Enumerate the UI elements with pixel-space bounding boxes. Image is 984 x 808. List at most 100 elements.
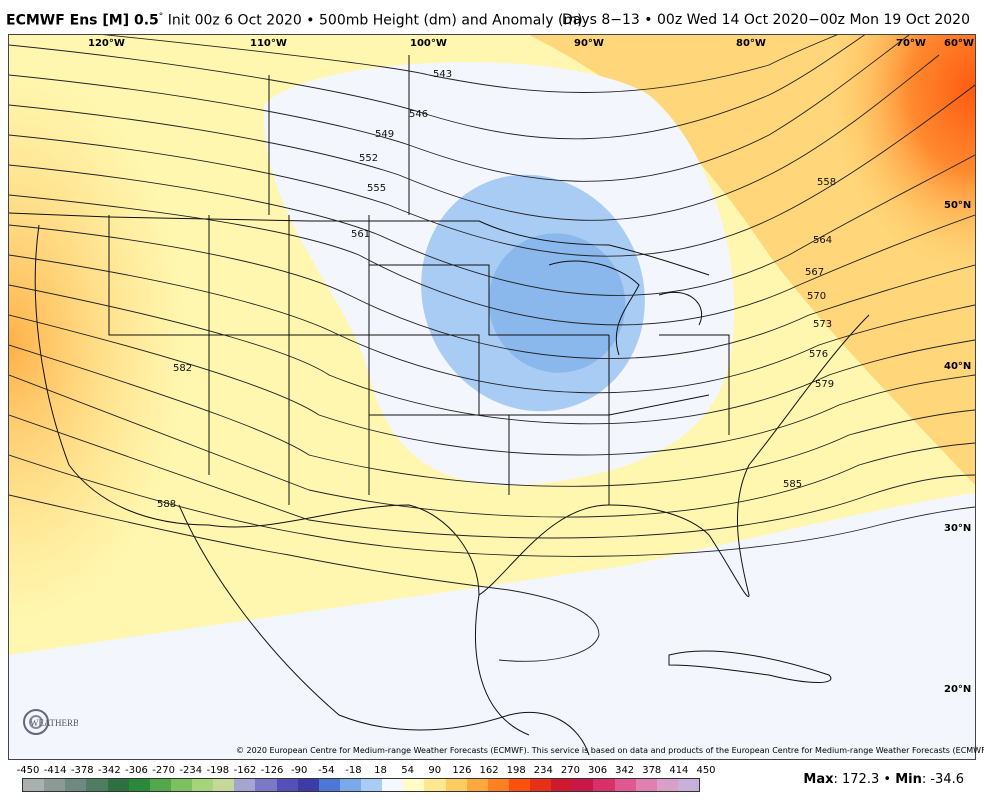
colorbar-tick-label: 414 <box>669 765 689 776</box>
contour-564 <box>9 224 975 360</box>
init-time: Init 00z 6 Oct 2020 <box>167 12 302 29</box>
great-lakes <box>548 260 703 356</box>
colorbar-swatch <box>149 779 171 791</box>
colorbar-tick-label: -162 <box>233 765 257 776</box>
header: ECMWF Ens [M] 0.5° Init 00z 6 Oct 2020 •… <box>0 0 984 34</box>
colorbar-swatch <box>276 779 298 791</box>
colorbar-swatch <box>234 779 256 791</box>
max-label: Max <box>803 772 834 787</box>
contour-label-579: 579 <box>815 379 834 390</box>
colorbar-tick-label: 126 <box>452 765 472 776</box>
colorbar-swatch <box>614 779 636 791</box>
colorbar-swatch <box>593 779 615 791</box>
colorbar-tick-label: 18 <box>374 765 387 776</box>
colorbar-tick-label: -234 <box>179 765 203 776</box>
colorbar-tick-label: -18 <box>345 765 362 776</box>
field-name: 500mb Height (dm) and Anomaly (m) <box>319 12 583 29</box>
colorbar-swatch <box>530 779 552 791</box>
contour-label-552: 552 <box>359 153 378 164</box>
colorbar-tick-label: -306 <box>125 765 148 776</box>
colorbar-tick-label: -54 <box>318 765 335 776</box>
contour-label-567: 567 <box>805 267 824 278</box>
min-value: -34.6 <box>930 772 964 787</box>
colorbar-tick-label: 378 <box>642 765 662 776</box>
colorbar-swatch <box>107 779 129 791</box>
lon-label-120w: 120°W <box>88 38 125 49</box>
state-line-11 <box>659 334 730 435</box>
borders <box>9 55 870 756</box>
colorbar-swatch <box>466 779 488 791</box>
contour-582 <box>9 414 975 539</box>
lon-label-80w: 80°W <box>736 38 766 49</box>
anomaly-map: 543 546 549 552 555 561 558 564 567 570 … <box>9 35 975 759</box>
contour-label-564: 564 <box>813 235 832 246</box>
contour-label-588: 588 <box>157 499 176 510</box>
cuba <box>668 650 832 683</box>
gulf-coast <box>475 594 530 736</box>
colorbar-swatch <box>44 779 66 791</box>
colorbar-tick-label: -126 <box>260 765 284 776</box>
contour-567 <box>9 254 975 394</box>
us-coastline <box>34 224 870 598</box>
contour-label-570: 570 <box>807 291 826 302</box>
colorbar-swatch <box>656 779 678 791</box>
lat-label-40n: 40°N <box>944 361 972 372</box>
state-line-8 <box>369 334 480 415</box>
colorbar-swatch <box>361 779 383 791</box>
colorbar-swatch <box>677 779 699 791</box>
contour-label-573: 573 <box>813 319 832 330</box>
colorbar-swatch <box>213 779 235 791</box>
contour-555 <box>9 84 975 257</box>
colorbar-swatch <box>297 779 319 791</box>
lat-label-20n: 20°N <box>944 684 972 695</box>
contour-549 <box>9 35 910 182</box>
colorbar-swatch <box>86 779 108 791</box>
colorbar-swatch <box>572 779 594 791</box>
colorbar-tick-label: -270 <box>152 765 175 776</box>
lon-label-70w: 70°W <box>896 38 926 49</box>
colorbar-tick-label: -342 <box>98 765 121 776</box>
contour-576 <box>9 344 975 487</box>
contour-label-543: 543 <box>433 69 452 80</box>
contour-label-576: 576 <box>809 349 828 360</box>
stats-separator: • <box>883 772 892 787</box>
max-value: 172.3 <box>842 772 880 787</box>
model-name: ECMWF Ens [M] 0.5 <box>6 12 159 29</box>
weatherbell-logo: WEATHERBELL <box>22 700 96 748</box>
state-line-1 <box>108 215 210 475</box>
colorbar-swatch <box>192 779 214 791</box>
contour-label-585: 585 <box>783 479 802 490</box>
contour-label-549: 549 <box>375 129 394 140</box>
colorbar-swatch <box>23 779 45 791</box>
state-line-4 <box>368 215 510 495</box>
contour-label-558: 558 <box>817 177 836 188</box>
contour-label-582: 582 <box>173 363 192 374</box>
state-line-7 <box>369 264 609 336</box>
contour-561 <box>9 194 975 326</box>
colorbar-tick-label: -198 <box>206 765 230 776</box>
colorbar-swatch <box>635 779 657 791</box>
pale-south-zone <box>9 493 975 759</box>
mexico-coast <box>178 504 590 756</box>
contour-588 <box>9 494 600 662</box>
contour-552 <box>9 54 940 221</box>
max-min-stats: Max: 172.3 • Min: -34.6 <box>803 772 964 787</box>
contour-labels: 543 546 549 552 555 561 558 564 567 570 … <box>157 69 836 510</box>
map-panel: 543 546 549 552 555 561 558 564 567 570 … <box>8 34 976 760</box>
lon-label-100w: 100°W <box>410 38 447 49</box>
colorbar-tick-label: -414 <box>43 765 67 776</box>
colorbar-swatch <box>551 779 573 791</box>
bullet: • <box>306 12 315 29</box>
state-line-2 <box>208 215 290 505</box>
colorbar-swatch <box>255 779 277 791</box>
valid-period: Days 8−13 • 00z Wed 14 Oct 2020−00z Mon … <box>562 12 970 28</box>
lat-label-50n: 50°N <box>944 200 972 211</box>
us-canada-border <box>9 212 710 276</box>
lon-label-90w: 90°W <box>574 38 604 49</box>
contour-558 <box>9 154 975 296</box>
colorbar-tick-label: 162 <box>479 765 499 776</box>
colorbar-swatch <box>382 779 404 791</box>
contour-546 <box>9 35 866 140</box>
contour-570 <box>9 284 975 425</box>
colorbar-tick-label: -378 <box>70 765 94 776</box>
